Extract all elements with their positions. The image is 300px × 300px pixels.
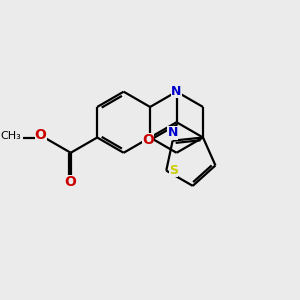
Text: N: N xyxy=(167,126,178,139)
Text: O: O xyxy=(35,128,46,142)
Text: CH₃: CH₃ xyxy=(1,131,22,141)
Text: S: S xyxy=(169,164,178,177)
Text: O: O xyxy=(142,133,154,147)
Text: N: N xyxy=(171,85,182,98)
Text: O: O xyxy=(64,176,76,189)
